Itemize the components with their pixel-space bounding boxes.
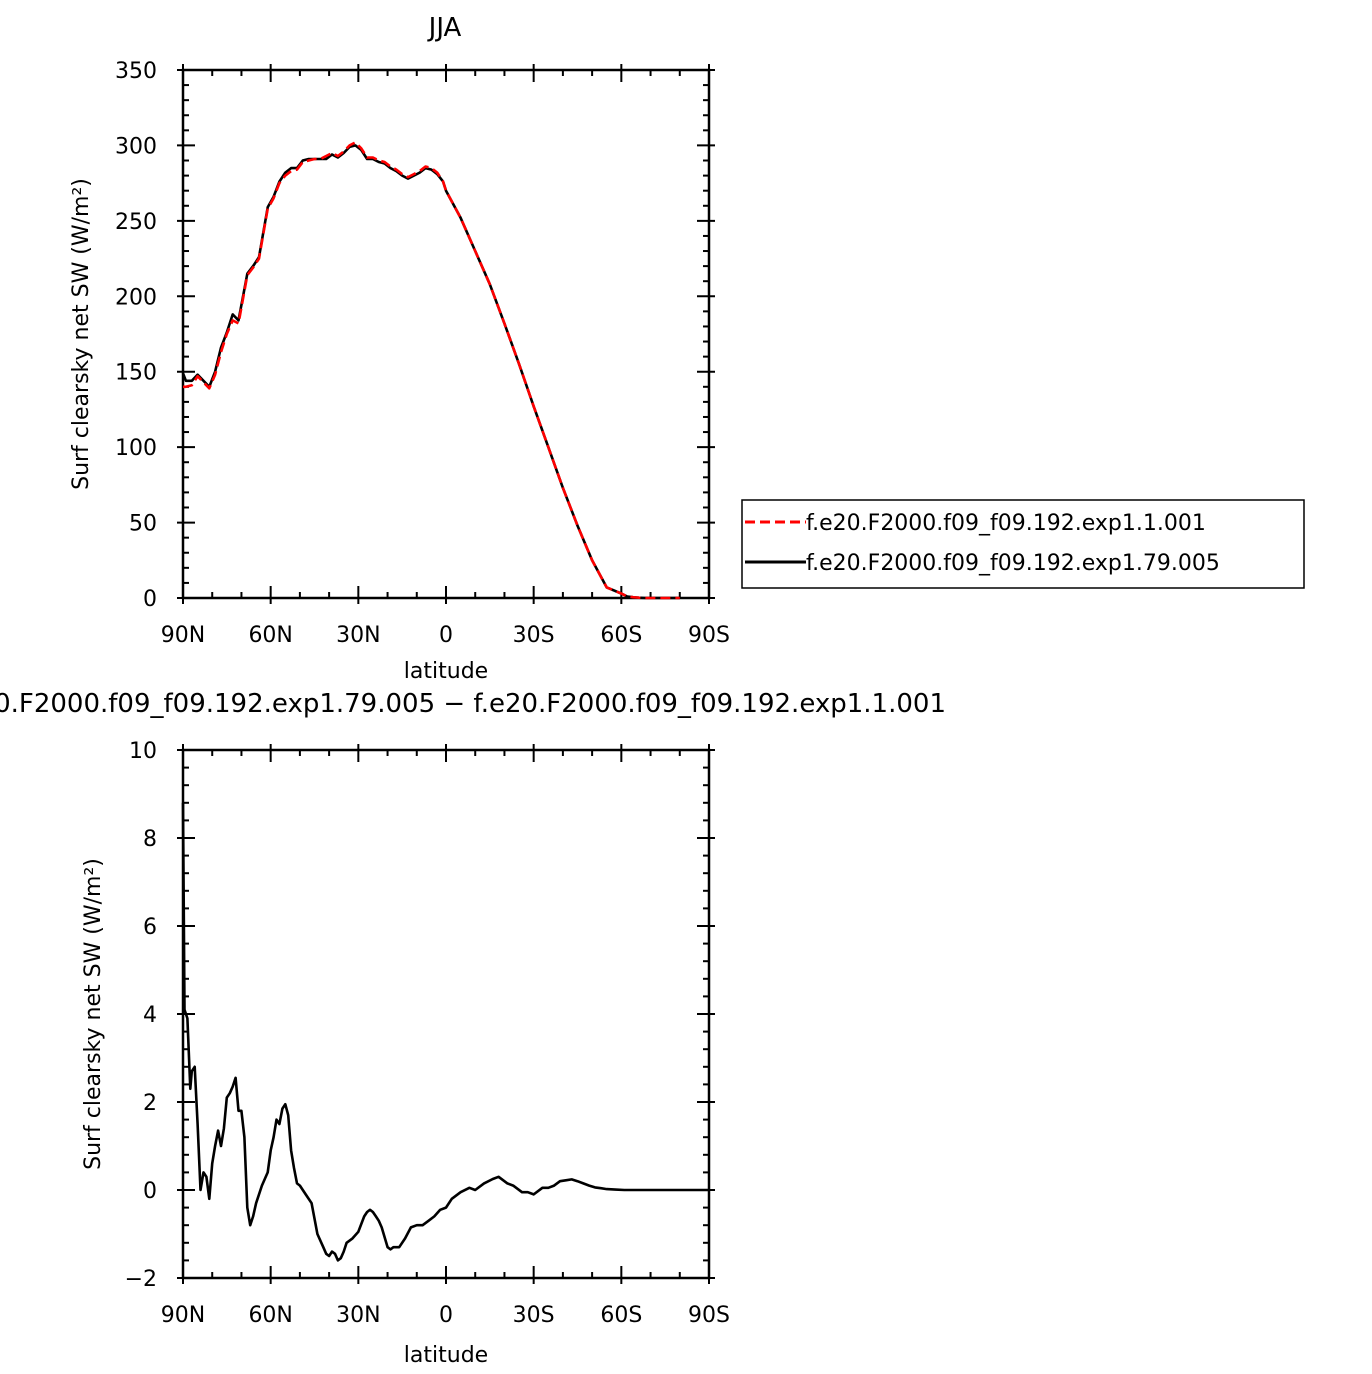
top-x-tick-label: 30N (336, 623, 380, 648)
bottom-axis-ticks: 90N 60N 30N 0 30S 60S 90S −2 0 2 4 6 8 10 (125, 739, 730, 1328)
bottom-x-tick-label: 0 (439, 1303, 453, 1328)
top-x-axis-label: latitude (404, 659, 488, 684)
bottom-x-tick-label: 30S (513, 1303, 555, 1328)
top-y-tick-label: 350 (115, 59, 157, 84)
bottom-y-tick-label: 0 (143, 1179, 157, 1204)
top-series-line-2 (181, 144, 680, 600)
bottom-x-axis-label: latitude (404, 1343, 488, 1368)
bottom-panel: f.e20.F2000.f09_f09.192.exp1.79.005 − f.… (0, 689, 946, 1368)
bottom-y-tick-label: −2 (125, 1267, 157, 1292)
bottom-x-tick-label: 60S (600, 1303, 642, 1328)
top-y-tick-label: 200 (115, 285, 157, 310)
top-series-lines (181, 141, 680, 600)
top-series-line-1 (183, 141, 680, 600)
top-panel: JJA 90N 60N 30N 0 30S 60S 90S 0 50 100 150 200 250 30… (69, 13, 1305, 684)
top-x-tick-label: 90N (161, 623, 205, 648)
top-y-tick-label: 250 (115, 210, 157, 235)
top-y-tick-label: 100 (115, 436, 157, 461)
legend-label-series-1: f.e20.F2000.f09_f09.192.exp1.1.001 (806, 511, 1206, 536)
bottom-y-tick-label: 6 (143, 915, 157, 940)
top-y-axis-label: Surf clearsky net SW (W/m²) (69, 178, 94, 490)
top-y-tick-label: 300 (115, 134, 157, 159)
top-x-tick-label: 60S (600, 623, 642, 648)
top-chart-title: JJA (427, 13, 462, 43)
top-x-tick-label: 60N (248, 623, 292, 648)
bottom-y-tick-label: 10 (129, 739, 157, 764)
bottom-x-tick-label: 60N (248, 1303, 292, 1328)
bottom-plot-frame (181, 748, 711, 1280)
bottom-series-line-1 (181, 802, 709, 1262)
top-y-tick-label: 50 (129, 512, 157, 537)
bottom-x-tick-label: 90S (688, 1303, 730, 1328)
top-y-tick-label: 150 (115, 361, 157, 386)
legend-label-series-2: f.e20.F2000.f09_f09.192.exp1.79.005 (806, 551, 1220, 576)
top-x-tick-label: 90S (688, 623, 730, 648)
top-plot-frame (181, 68, 711, 600)
bottom-y-tick-label: 8 (143, 827, 157, 852)
top-x-tick-label: 0 (439, 623, 453, 648)
top-axis-ticks: 90N 60N 30N 0 30S 60S 90S 0 50 100 150 200 250 300 350 (115, 59, 730, 648)
legend-box (741, 499, 1305, 589)
top-x-tick-label: 30S (513, 623, 555, 648)
bottom-y-tick-label: 4 (143, 1003, 157, 1028)
top-y-tick-label: 0 (143, 587, 157, 612)
bottom-y-axis-label: Surf clearsky net SW (W/m²) (81, 858, 106, 1170)
legend: f.e20.F2000.f09_f09.192.exp1.1.001 f.e20… (741, 499, 1305, 589)
bottom-x-tick-label: 90N (161, 1303, 205, 1328)
bottom-chart-title: f.e20.F2000.f09_f09.192.exp1.79.005 − f.… (0, 689, 946, 719)
bottom-x-tick-label: 30N (336, 1303, 380, 1328)
bottom-y-tick-label: 2 (143, 1091, 157, 1116)
bottom-series-lines (181, 802, 709, 1262)
